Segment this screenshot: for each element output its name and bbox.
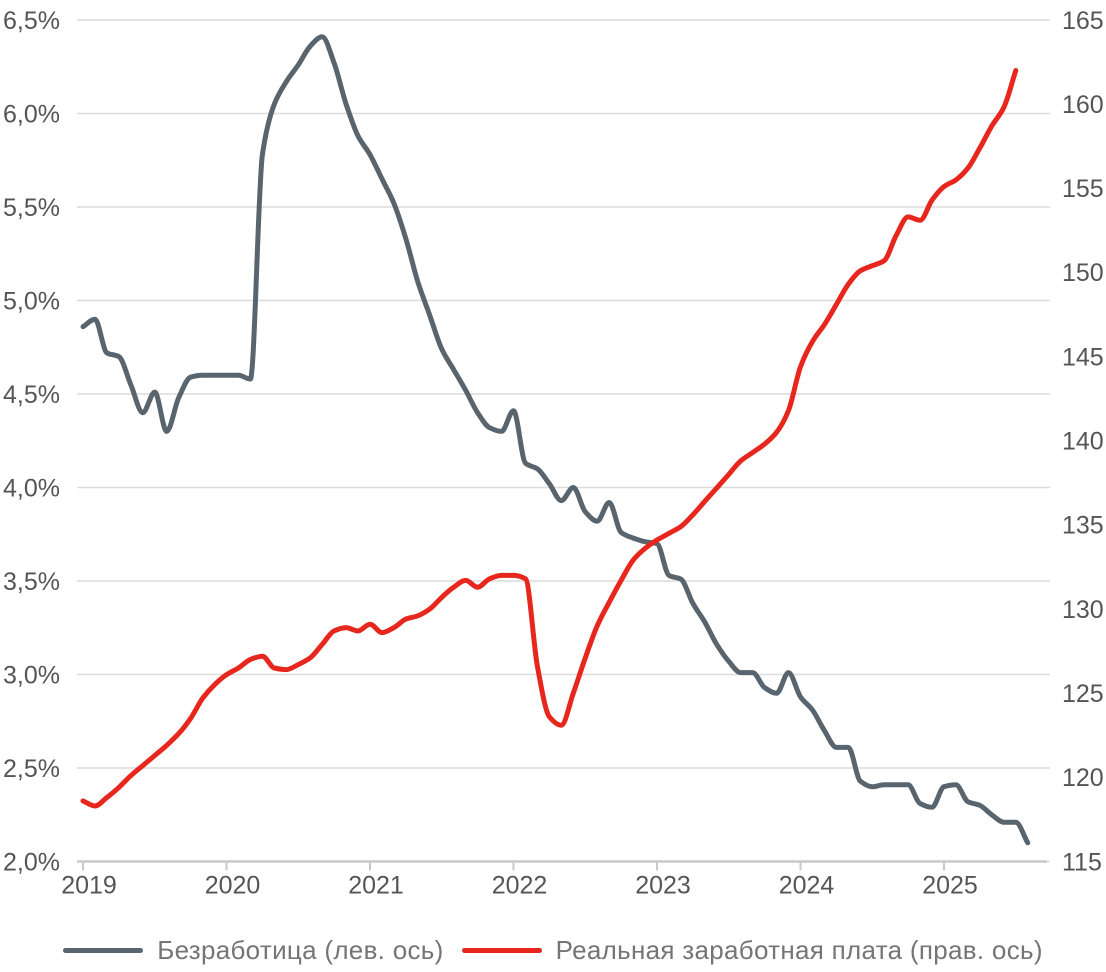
left-axis-label: 3,5% bbox=[3, 568, 60, 596]
left-axis-label: 5,5% bbox=[3, 194, 60, 222]
right-axis-label: 150 bbox=[1062, 259, 1104, 287]
right-axis-label: 165 bbox=[1062, 7, 1104, 35]
legend-label-unemployment: Безработица (лев. ось) bbox=[157, 934, 444, 965]
line-chart-canvas: 2019 2020 2021 2022 2023 2024 2025 6,5% 6,0% 5,5%… bbox=[3, 7, 1104, 900]
right-axis-label: 140 bbox=[1062, 428, 1104, 456]
x-axis-label: 2021 bbox=[348, 872, 404, 900]
x-axis-label: 2019 bbox=[61, 872, 117, 900]
chart-legend: Безработица (лев. ось) Реальная заработн… bbox=[0, 930, 1106, 970]
unemployment-line-swatch bbox=[63, 947, 144, 953]
x-axis-label: 2024 bbox=[779, 872, 835, 900]
legend-label-real-wage: Реальная заработная плата (прав. ось) bbox=[555, 934, 1043, 965]
right-axis-label: 135 bbox=[1062, 512, 1104, 540]
x-axis-label: 2020 bbox=[205, 872, 261, 900]
right-axis-label: 120 bbox=[1062, 764, 1104, 792]
left-axis-label: 4,5% bbox=[3, 381, 60, 409]
right-axis-label: 155 bbox=[1062, 175, 1104, 203]
x-axis-label: 2023 bbox=[635, 872, 691, 900]
left-axis-label: 4,0% bbox=[3, 474, 60, 502]
x-axis-label: 2022 bbox=[492, 872, 548, 900]
left-axis-label: 6,5% bbox=[3, 7, 60, 35]
legend-item-unemployment: Безработица (лев. ось) bbox=[63, 935, 443, 966]
real-wage-line-swatch bbox=[461, 947, 542, 953]
right-axis-label: 160 bbox=[1062, 91, 1104, 119]
real-wage-line bbox=[80, 68, 1019, 809]
left-axis-label: 2,0% bbox=[3, 848, 60, 876]
x-axis-label: 2025 bbox=[922, 872, 978, 900]
legend-item-real-wage: Реальная заработная плата (прав. ось) bbox=[461, 934, 1043, 966]
right-axis-label: 125 bbox=[1062, 680, 1104, 708]
right-axis-label: 145 bbox=[1062, 343, 1104, 371]
unemployment-line bbox=[80, 34, 1031, 846]
left-axis-label: 5,0% bbox=[3, 287, 60, 315]
right-axis-label: 130 bbox=[1062, 596, 1104, 624]
left-axis-label: 6,0% bbox=[3, 100, 60, 128]
left-axis-label: 2,5% bbox=[3, 755, 60, 783]
right-axis-label: 115 bbox=[1062, 848, 1102, 876]
left-axis-label: 3,0% bbox=[3, 661, 60, 689]
